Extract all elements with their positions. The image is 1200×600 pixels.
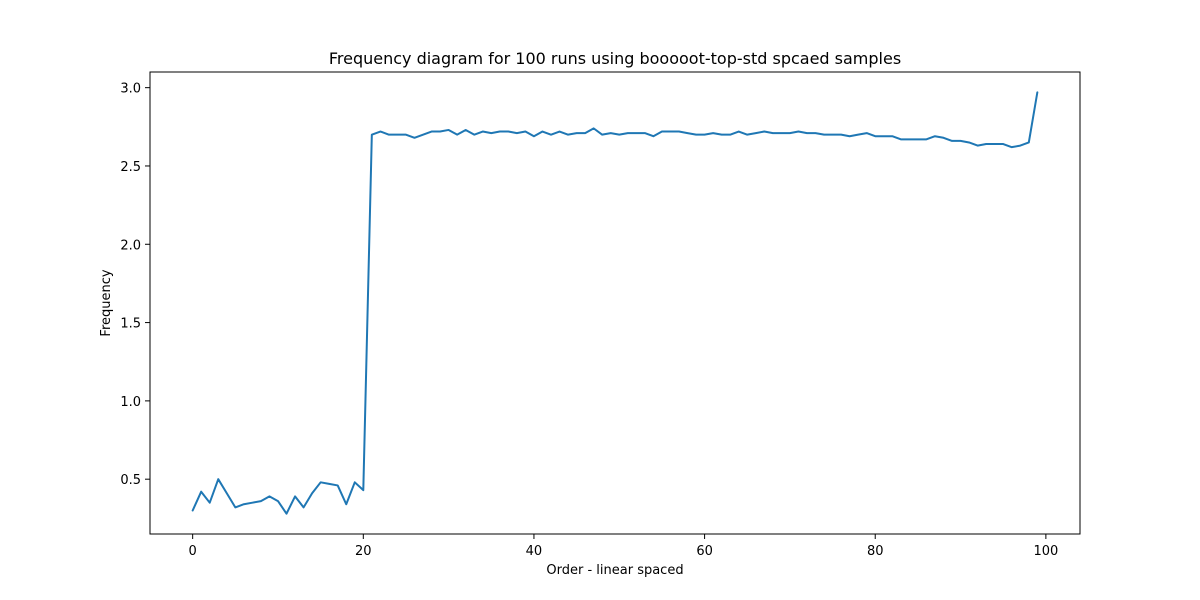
y-axis: 0.5 1.0 1.5 2.0 2.5 3.0 bbox=[120, 82, 150, 488]
x-axis-label: Order - linear spaced bbox=[546, 563, 683, 578]
series-line-0 bbox=[191, 91, 1039, 515]
x-tick-label: 0 bbox=[189, 544, 197, 559]
axes-frame bbox=[149, 71, 1081, 535]
y-tick-label: 3.0 bbox=[120, 82, 141, 97]
x-tick-label: 20 bbox=[355, 544, 372, 559]
y-tick-label: 1.5 bbox=[120, 317, 141, 332]
y-tick-label: 2.5 bbox=[120, 160, 141, 175]
y-tick-label: 0.5 bbox=[120, 473, 141, 488]
x-tick-label: 60 bbox=[696, 544, 713, 559]
x-axis: 0 20 40 60 80 100 bbox=[189, 534, 1058, 559]
y-tick-label: 2.0 bbox=[120, 238, 141, 253]
plot-area bbox=[191, 91, 1039, 515]
x-tick-label: 100 bbox=[1033, 544, 1058, 559]
y-tick-label: 1.0 bbox=[120, 395, 141, 410]
y-axis-label: Frequency bbox=[99, 269, 114, 336]
chart-title: Frequency diagram for 100 runs using boo… bbox=[329, 49, 901, 68]
x-tick-label: 80 bbox=[867, 544, 884, 559]
x-tick-label: 40 bbox=[526, 544, 543, 559]
